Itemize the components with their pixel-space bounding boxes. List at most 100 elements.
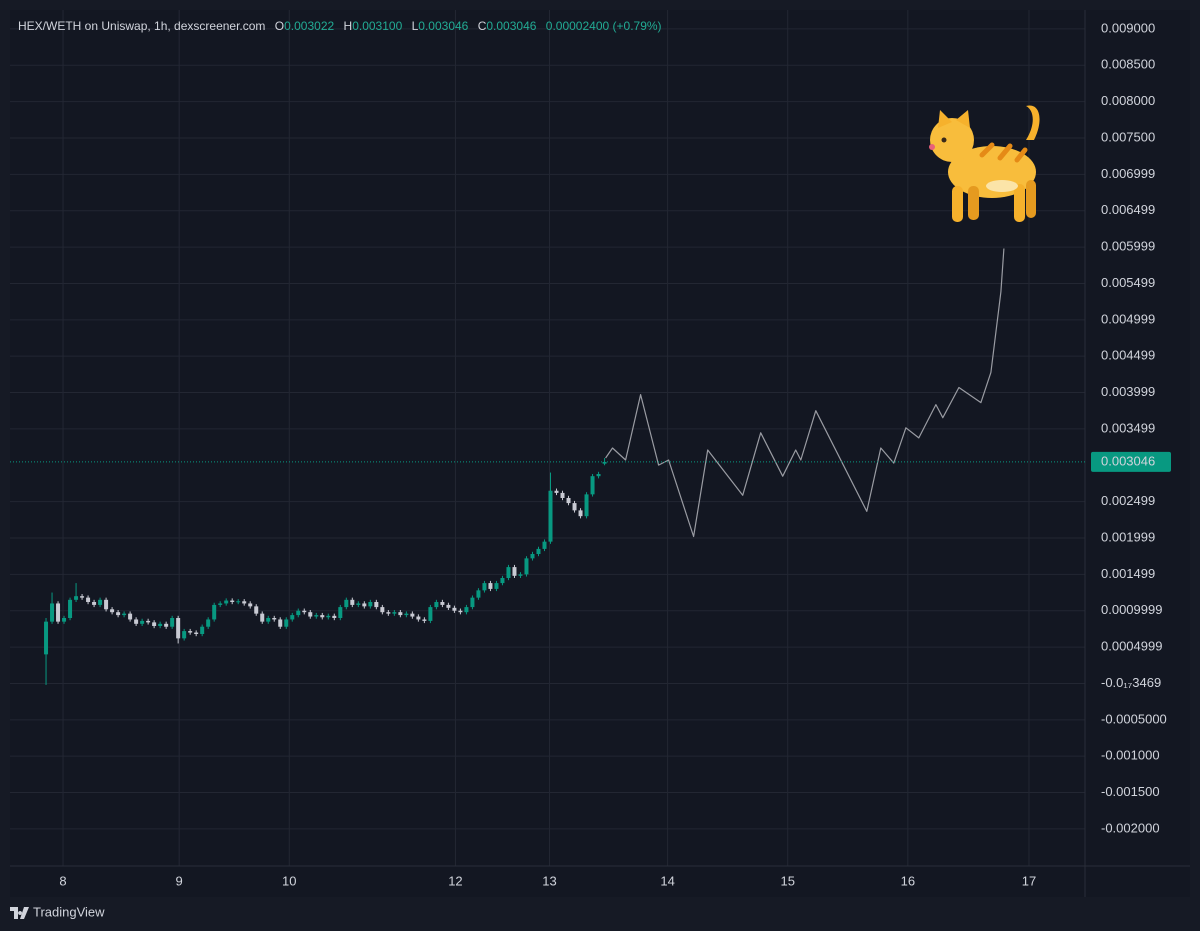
candle-body <box>146 620 151 623</box>
y-tick-label: 0.0009999 <box>1101 602 1162 617</box>
candle-body <box>428 607 433 621</box>
candle-body <box>188 631 193 633</box>
candle-body <box>596 474 601 477</box>
candle-body <box>560 492 565 498</box>
candle-body <box>92 602 97 605</box>
cat-tail <box>1026 105 1040 140</box>
y-tick-label: -0.0005000 <box>1101 711 1167 726</box>
candle-body <box>506 567 511 578</box>
candle-body <box>494 583 499 589</box>
candle-body <box>542 541 547 549</box>
candle-body <box>170 618 175 627</box>
y-tick-label: -0.001000 <box>1101 748 1160 763</box>
y-tick-label: 0.001499 <box>1101 566 1155 581</box>
candle-body <box>254 606 259 614</box>
y-tick-label: 0.006999 <box>1101 166 1155 181</box>
x-tick-label: 9 <box>176 873 183 888</box>
candle-body <box>488 583 493 589</box>
ohlc-value: 0.003100 <box>352 19 402 33</box>
candle-body <box>98 599 103 605</box>
marks <box>10 248 1085 685</box>
candle-body <box>128 613 133 620</box>
candle-body <box>308 612 313 617</box>
candle-body <box>464 607 469 613</box>
candle-body <box>164 623 169 627</box>
candle-body <box>230 600 235 602</box>
last-price-label: 0.003046 <box>1101 453 1155 468</box>
candle-body <box>212 604 217 620</box>
y-tick-label: 0.008500 <box>1101 57 1155 72</box>
candle-body <box>266 618 271 622</box>
candle-body <box>200 626 205 634</box>
y-tick-label: 0.002499 <box>1101 493 1155 508</box>
cat-head <box>930 118 974 162</box>
candle-body <box>74 596 79 600</box>
candle-body <box>278 619 283 627</box>
cat-leg <box>952 186 963 222</box>
candle-body <box>548 490 553 542</box>
y-tick-label: 0.009000 <box>1101 20 1155 35</box>
candle-body <box>152 622 157 626</box>
candle-body <box>260 613 265 622</box>
candle-body <box>80 596 85 598</box>
candle-body <box>338 607 343 618</box>
candle-body <box>404 613 409 616</box>
cat-belly <box>986 180 1018 192</box>
y-tick-label: 0.006499 <box>1101 202 1155 217</box>
candle-body <box>272 618 277 620</box>
candle-body <box>56 603 61 622</box>
candle-body <box>50 603 55 622</box>
candle-body <box>44 621 49 655</box>
plot-panel <box>10 10 1190 897</box>
ohlc-label: L <box>412 19 419 33</box>
candle-body <box>446 604 451 608</box>
y-tick-label: 0.003999 <box>1101 384 1155 399</box>
candle-body <box>350 599 355 605</box>
candle-body <box>530 554 535 559</box>
x-tick-label: 16 <box>901 873 915 888</box>
candle-body <box>482 583 487 591</box>
candle-body <box>476 590 481 598</box>
candle-body <box>302 610 307 613</box>
candle-body <box>182 631 187 639</box>
candle-body <box>104 599 109 610</box>
candle-body <box>236 601 241 603</box>
candle-body <box>572 503 577 511</box>
ohlc-value: 0.003046 <box>486 19 536 33</box>
candle-body <box>470 597 475 608</box>
candle-body <box>242 601 247 604</box>
cat-eye <box>941 137 947 143</box>
logo-mark <box>10 907 29 919</box>
candle-body <box>284 619 289 627</box>
candle-body <box>218 603 223 605</box>
ohlc-value: 0.003046 <box>418 19 468 33</box>
x-tick-label: 17 <box>1022 873 1036 888</box>
y-tick-label: 0.0004999 <box>1101 639 1162 654</box>
candle-body <box>110 609 115 613</box>
tradingview-logo <box>10 907 29 919</box>
last-price-box <box>1091 451 1171 472</box>
y-tick-label: 0.001999 <box>1101 529 1155 544</box>
projection-line <box>605 248 1005 538</box>
y-tick-label: -0.002000 <box>1101 820 1160 835</box>
candle-body <box>386 612 391 614</box>
cat-stripes <box>979 142 1028 163</box>
candle-body <box>416 616 421 620</box>
candle-body <box>356 603 361 605</box>
candle-body <box>458 610 463 613</box>
candle-body <box>62 618 67 622</box>
candle-body <box>194 632 199 634</box>
candle-body <box>134 619 139 624</box>
y-tick-label: -0.0₁₇3469 <box>1101 675 1161 690</box>
candle-body <box>500 578 505 584</box>
candle-body <box>518 574 523 576</box>
candle-body <box>362 603 367 607</box>
ohlc-label: H <box>344 19 353 33</box>
y-tick-label: -0.001500 <box>1101 784 1160 799</box>
candle-body <box>116 612 121 616</box>
candle-body <box>368 602 373 607</box>
y-tick-label: 0.007500 <box>1101 129 1155 144</box>
candle-body <box>140 620 145 624</box>
candle-body <box>434 602 439 608</box>
